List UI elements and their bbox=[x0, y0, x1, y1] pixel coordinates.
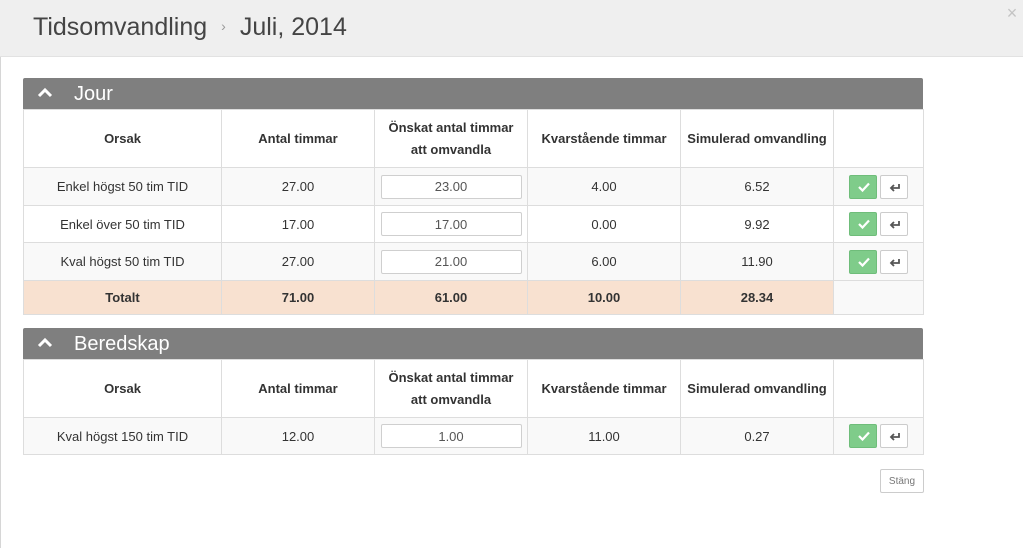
undo-button[interactable] bbox=[880, 249, 908, 274]
table-row: Enkel högst 50 tim TID 27.00 4.00 6.52 bbox=[23, 167, 924, 206]
beredskap-panel-header[interactable]: Beredskap bbox=[23, 328, 923, 359]
beredskap-panel: Beredskap Orsak Antal timmar Önskat anta… bbox=[23, 328, 924, 455]
cell-remaining: 11.00 bbox=[527, 417, 681, 455]
page-title: Tidsomvandling › Juli, 2014 bbox=[33, 13, 347, 42]
beredskap-panel-title: Beredskap bbox=[74, 333, 170, 355]
jour-table: Orsak Antal timmar Önskat antal timmar at… bbox=[23, 109, 924, 315]
col-header-reason: Orsak bbox=[23, 109, 222, 168]
chevron-up-icon[interactable] bbox=[37, 335, 53, 351]
total-simulated: 28.34 bbox=[680, 280, 834, 315]
col-header-wanted: Önskat antal timmar att omvandla bbox=[374, 359, 528, 418]
col-header-actions bbox=[833, 109, 924, 168]
cell-hours: 27.00 bbox=[221, 167, 375, 206]
undo-button[interactable] bbox=[880, 424, 908, 448]
cell-actions bbox=[833, 205, 924, 243]
cell-reason: Kval högst 150 tim TID bbox=[23, 417, 222, 455]
table-header-row: Orsak Antal timmar Önskat antal timmar at… bbox=[23, 109, 924, 168]
cell-reason: Enkel över 50 tim TID bbox=[23, 205, 222, 243]
total-wanted: 61.00 bbox=[374, 280, 528, 315]
undo-arrow-icon bbox=[889, 433, 900, 441]
check-icon bbox=[858, 182, 870, 192]
total-actions-empty bbox=[833, 280, 924, 315]
col-header-reason: Orsak bbox=[23, 359, 222, 418]
chevron-up-icon[interactable] bbox=[37, 85, 53, 101]
col-header-hours: Antal timmar bbox=[221, 109, 375, 168]
cell-wanted bbox=[374, 242, 528, 281]
cell-simulated: 0.27 bbox=[680, 417, 834, 455]
undo-arrow-icon bbox=[889, 183, 900, 192]
col-header-wanted: Önskat antal timmar att omvandla bbox=[374, 109, 528, 168]
period-text: Juli, 2014 bbox=[239, 13, 347, 41]
cell-simulated: 11.90 bbox=[680, 242, 834, 281]
check-icon bbox=[858, 257, 870, 267]
wanted-hours-input[interactable] bbox=[380, 424, 522, 448]
title-text: Tidsomvandling bbox=[33, 13, 208, 41]
col-header-simulated: Simulerad omvandling bbox=[680, 359, 834, 418]
col-header-actions bbox=[833, 359, 924, 418]
cell-simulated: 6.52 bbox=[680, 167, 834, 206]
col-header-simulated: Simulerad omvandling bbox=[680, 109, 834, 168]
close-button[interactable]: Stäng bbox=[880, 469, 924, 493]
cell-wanted bbox=[374, 417, 528, 455]
total-label: Totalt bbox=[23, 280, 222, 315]
wanted-hours-input[interactable] bbox=[380, 249, 522, 274]
cell-hours: 27.00 bbox=[221, 242, 375, 281]
confirm-button[interactable] bbox=[849, 424, 877, 448]
undo-arrow-icon bbox=[889, 221, 900, 229]
confirm-button[interactable] bbox=[849, 174, 877, 199]
cell-simulated: 9.92 bbox=[680, 205, 834, 243]
close-icon[interactable]: × bbox=[1006, 3, 1018, 23]
col-header-remaining: Kvarstående timmar bbox=[527, 109, 681, 168]
cell-hours: 17.00 bbox=[221, 205, 375, 243]
cell-actions bbox=[833, 242, 924, 281]
table-row: Kval högst 50 tim TID 27.00 6.00 11.90 bbox=[23, 242, 924, 281]
table-header-row: Orsak Antal timmar Önskat antal timmar at… bbox=[23, 359, 924, 418]
total-hours: 71.00 bbox=[221, 280, 375, 315]
modal-header: Tidsomvandling › Juli, 2014 × bbox=[0, 0, 1023, 57]
cell-wanted bbox=[374, 205, 528, 243]
confirm-button[interactable] bbox=[849, 249, 877, 274]
modal-left-border bbox=[0, 57, 1, 548]
table-row: Kval högst 150 tim TID 12.00 11.00 0.27 bbox=[23, 417, 924, 455]
cell-remaining: 0.00 bbox=[527, 205, 681, 243]
cell-reason: Enkel högst 50 tim TID bbox=[23, 167, 222, 206]
cell-actions bbox=[833, 417, 924, 455]
beredskap-table: Orsak Antal timmar Önskat antal timmar at… bbox=[23, 359, 924, 455]
undo-button[interactable] bbox=[880, 174, 908, 199]
cell-wanted bbox=[374, 167, 528, 206]
check-icon bbox=[858, 431, 870, 442]
table-row: Enkel över 50 tim TID 17.00 0.00 9.92 bbox=[23, 205, 924, 243]
wanted-hours-input[interactable] bbox=[380, 212, 522, 236]
total-row: Totalt 71.00 61.00 10.00 28.34 bbox=[23, 280, 924, 315]
cell-remaining: 4.00 bbox=[527, 167, 681, 206]
cell-actions bbox=[833, 167, 924, 206]
cell-reason: Kval högst 50 tim TID bbox=[23, 242, 222, 281]
check-icon bbox=[858, 219, 870, 230]
breadcrumb-separator: › bbox=[221, 18, 226, 34]
cell-remaining: 6.00 bbox=[527, 242, 681, 281]
cell-hours: 12.00 bbox=[221, 417, 375, 455]
total-remaining: 10.00 bbox=[527, 280, 681, 315]
undo-arrow-icon bbox=[889, 258, 900, 267]
undo-button[interactable] bbox=[880, 212, 908, 236]
col-header-remaining: Kvarstående timmar bbox=[527, 359, 681, 418]
col-header-hours: Antal timmar bbox=[221, 359, 375, 418]
jour-panel-header[interactable]: Jour bbox=[23, 78, 923, 109]
confirm-button[interactable] bbox=[849, 212, 877, 236]
wanted-hours-input[interactable] bbox=[380, 174, 522, 199]
jour-panel: Jour Orsak Antal timmar Önskat antal tim… bbox=[23, 78, 924, 315]
jour-panel-title: Jour bbox=[74, 83, 113, 105]
